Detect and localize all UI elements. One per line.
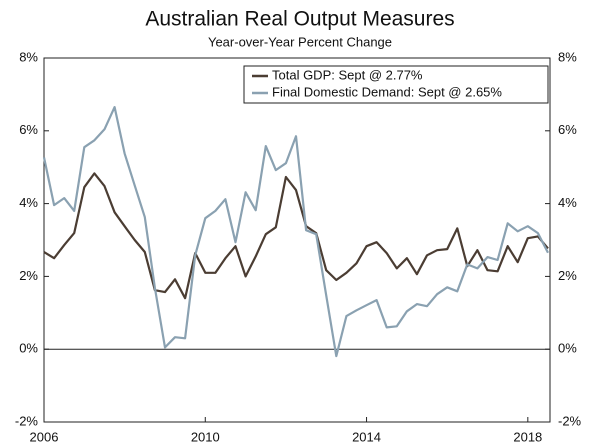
x-tick-label: 2014 [352, 429, 381, 444]
y-tick-label: 8% [19, 49, 38, 64]
y2-tick-label: -2% [558, 413, 582, 428]
y2-tick-label: 0% [558, 341, 577, 356]
y-tick-label: 4% [19, 195, 38, 210]
y2-tick-label: 6% [558, 122, 577, 137]
legend-box [243, 65, 549, 104]
y2-tick-label: 8% [558, 49, 577, 64]
series-line [43, 172, 549, 300]
y2-tick-label: 4% [558, 195, 577, 210]
y-tick-label: 0% [19, 341, 38, 356]
y2-tick-label: 2% [558, 268, 577, 283]
y-tick-label: -2% [15, 413, 39, 428]
x-tick-label: 2018 [513, 429, 542, 444]
y-tick-label: 2% [19, 268, 38, 283]
legend-label: Final Domestic Demand: Sept @ 2.65% [272, 84, 502, 99]
chart-subtitle: Year-over-Year Percent Change [208, 34, 392, 49]
y-tick-label: 6% [19, 122, 38, 137]
series-line [42, 106, 549, 358]
plot-frame [43, 57, 551, 423]
x-tick-label: 2006 [30, 429, 59, 444]
legend-label: Total GDP: Sept @ 2.77% [272, 67, 423, 82]
chart-title: Australian Real Output Measures [145, 8, 454, 31]
x-tick-label: 2010 [191, 429, 220, 444]
